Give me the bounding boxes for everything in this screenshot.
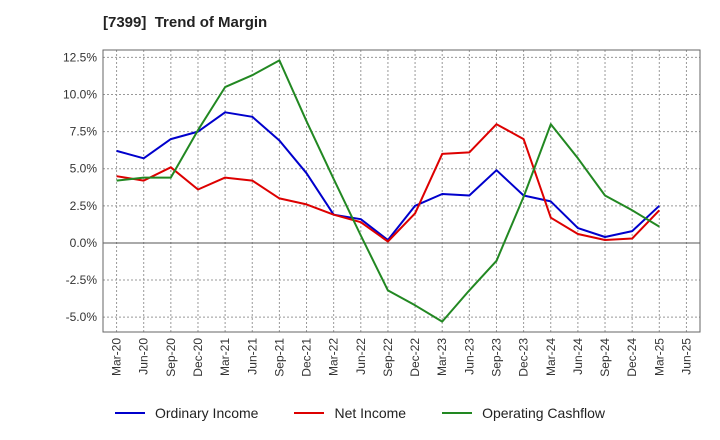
legend-swatch [442,412,473,414]
x-tick-label: Sep-21 [272,338,286,377]
legend-item-net-income: Net Income [294,405,406,421]
series-line-operating-cashflow [116,59,660,323]
y-tick-label: 0.0% [70,236,98,250]
legend-label: Operating Cashflow [482,405,606,421]
grid-lines [103,50,700,332]
x-tick-label: Mar-22 [327,338,341,376]
y-tick-label: 10.0% [63,88,97,102]
x-tick-label: Mar-25 [652,338,666,376]
y-tick-label: 7.5% [70,125,98,139]
x-tick-label: Dec-20 [191,338,205,377]
legend-swatch [114,412,145,414]
x-tick-label: Mar-24 [544,338,558,376]
series-line-net-income [116,123,661,243]
x-tick-label: Dec-21 [300,338,314,377]
x-tick-label: Jun-22 [354,338,368,375]
x-tick-label: Dec-22 [408,338,422,377]
y-tick-label: 2.5% [70,199,98,213]
x-tick-label: Mar-20 [110,338,124,376]
series-line-ordinary-income [116,111,660,241]
x-tick-label: Jun-23 [462,338,476,375]
x-tick-label: Mar-21 [218,338,232,376]
y-tick-label: -5.0% [66,310,98,324]
x-tick-label: Sep-24 [598,338,612,377]
legend: Ordinary Income Net Income Operating Cashf… [0,405,720,421]
chart-title: [7399] Trend of Margin [103,14,268,31]
y-tick-labels: 12.5% 10.0% 7.5% 5.0% 2.5% 0.0% -2.5% -5.0% [63,50,97,324]
x-tick-label: Dec-24 [625,338,639,377]
legend-label: Ordinary Income [154,405,259,421]
x-tick-label: Sep-23 [489,338,503,377]
plot-area [103,50,700,332]
legend-swatch [294,412,325,414]
y-tick-label: 12.5% [63,50,97,64]
x-tick-label: Jun-20 [137,338,151,375]
plot-border [102,49,701,333]
y-tick-label: -2.5% [66,273,98,287]
x-tick-label: Jun-24 [571,338,585,375]
legend-label: Net Income [334,405,407,421]
x-tick-label: Sep-20 [164,338,178,377]
x-tick-label: Jun-25 [679,338,693,375]
x-tick-labels: Mar-20 Jun-20 Sep-20 Dec-20 Mar-21 Jun-21 Sep-… [110,338,694,377]
x-tick-label: Dec-23 [517,338,531,377]
legend-item-operating-cashflow: Operating Cashflow [442,405,605,421]
x-tick-label: Jun-21 [245,338,259,375]
y-tick-label: 5.0% [70,162,98,176]
legend-item-ordinary-income: Ordinary Income [114,405,259,421]
series-lines [116,59,661,323]
x-tick-label: Mar-23 [435,338,449,376]
x-tick-label: Sep-22 [381,338,395,377]
